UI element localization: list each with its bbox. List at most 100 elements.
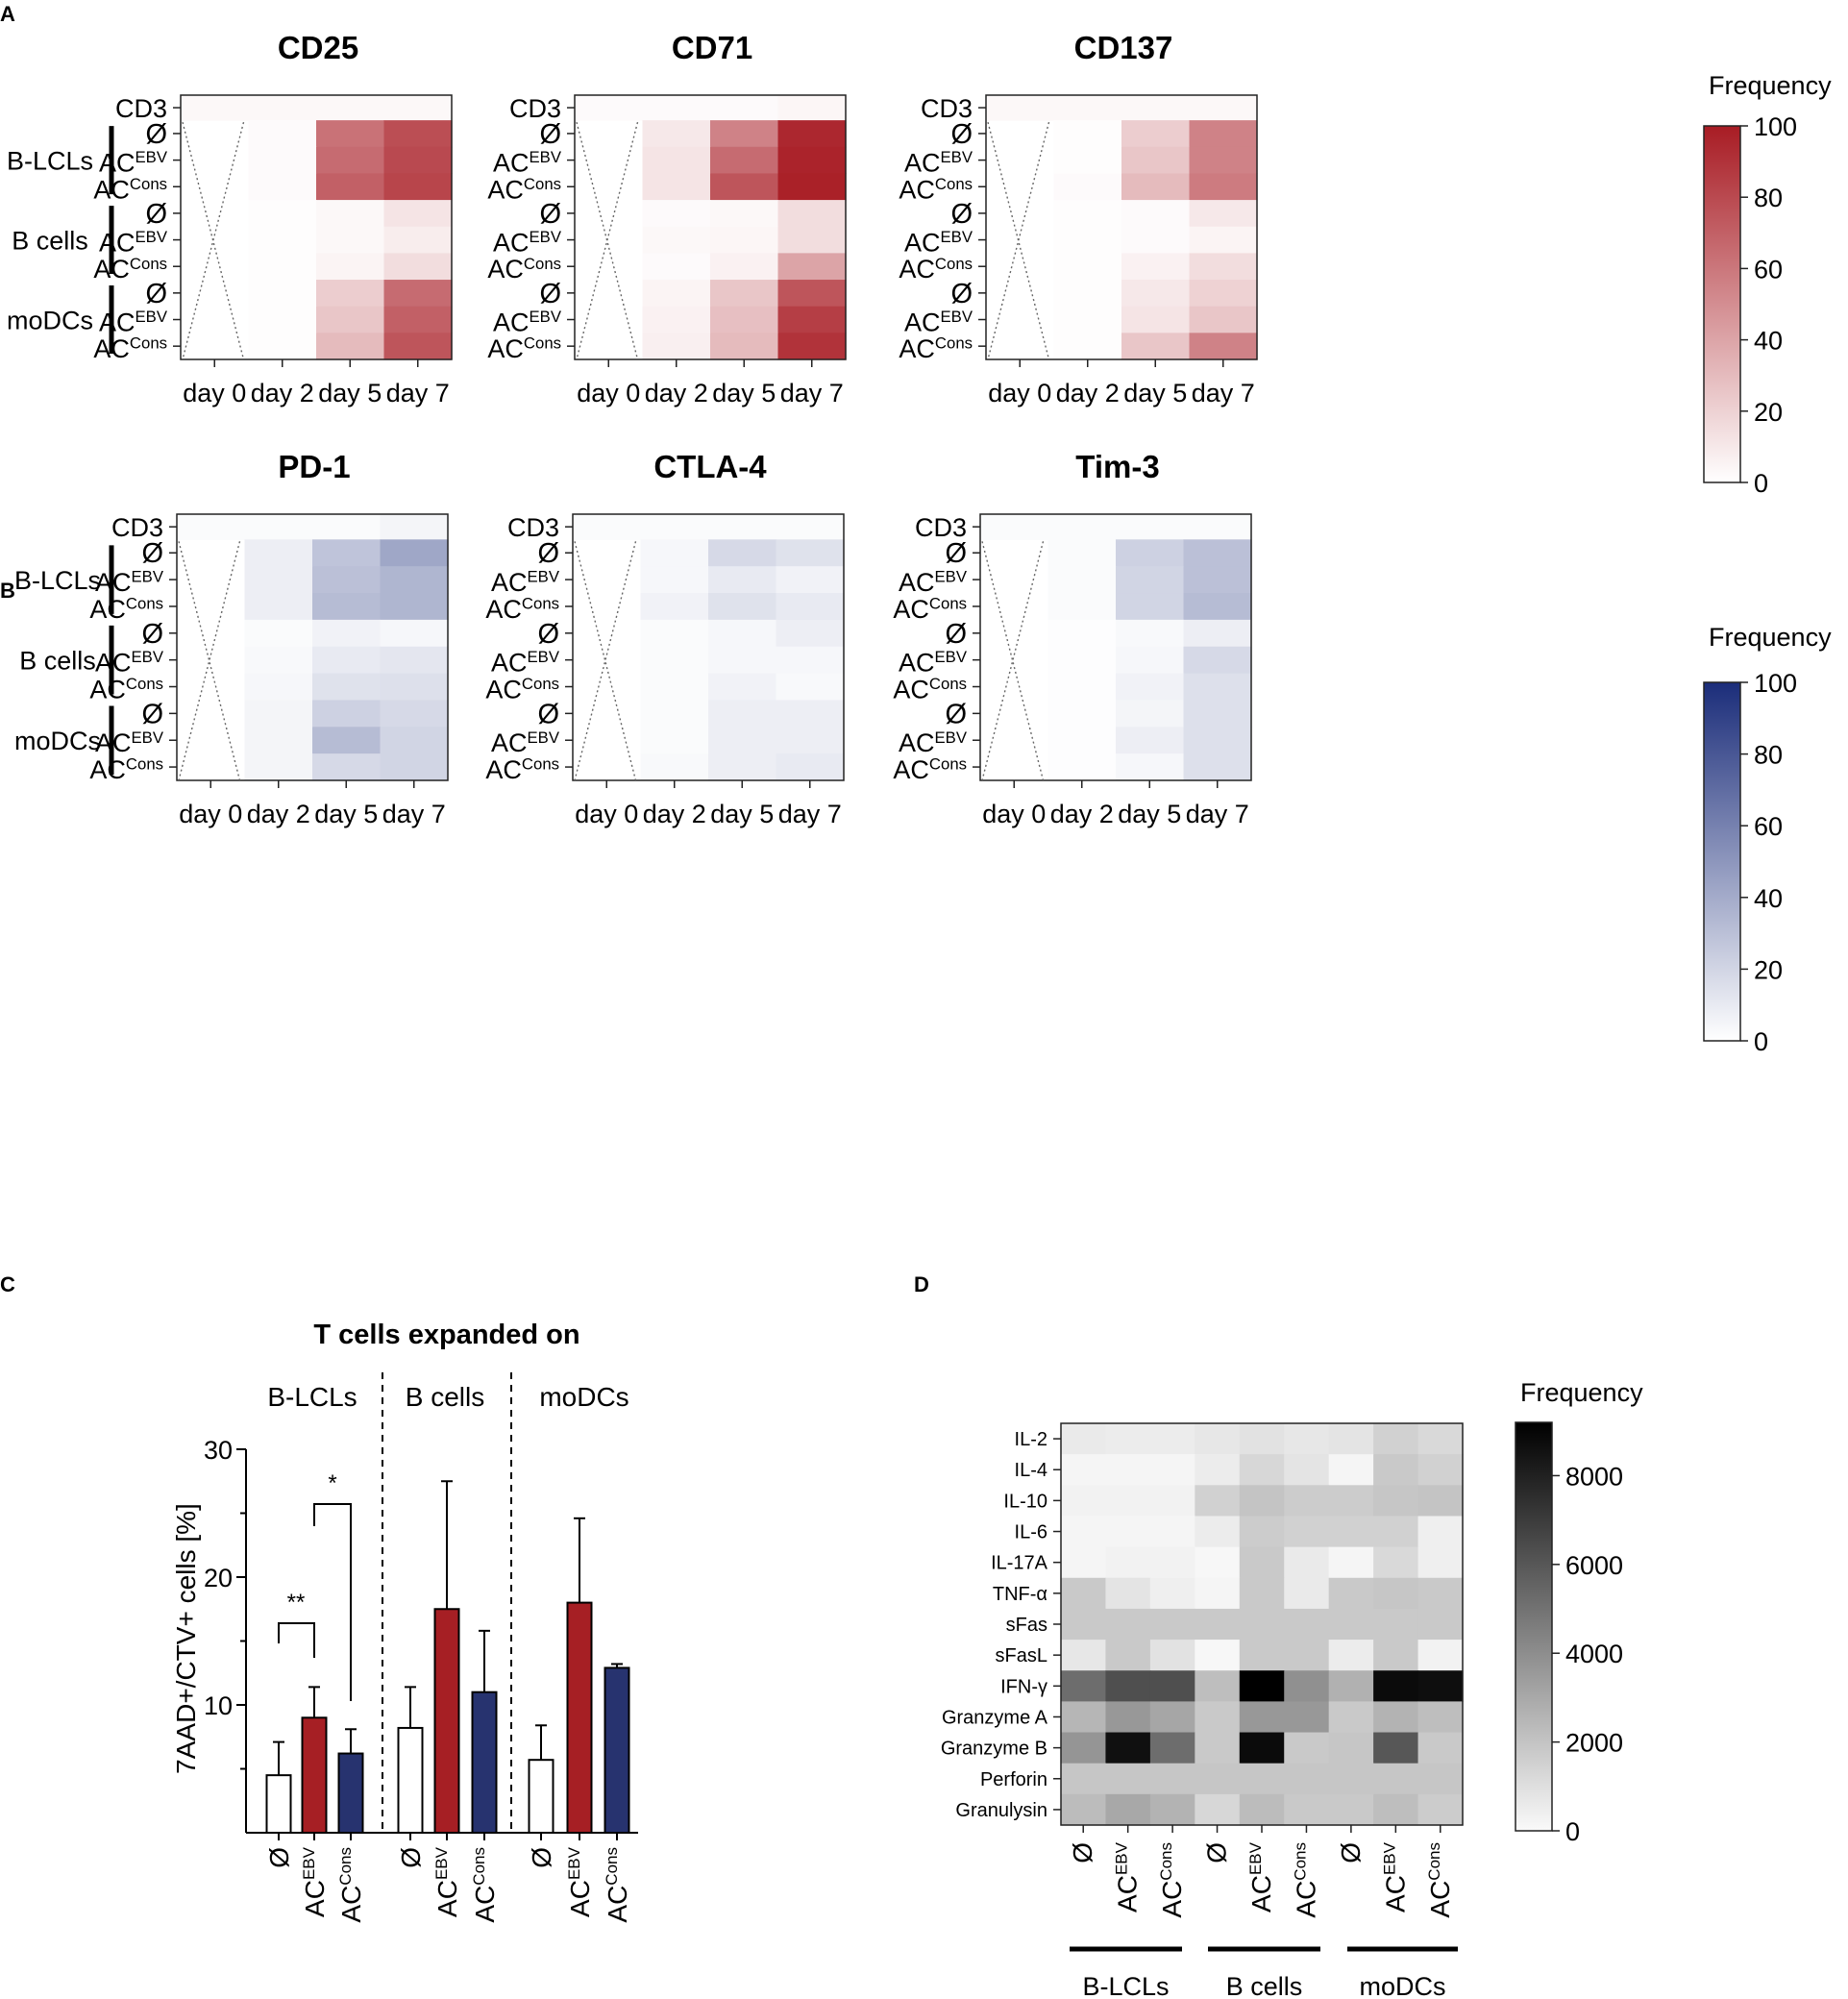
- heatmap-cell: [1417, 1423, 1464, 1455]
- heatmap-cell: [1053, 120, 1122, 148]
- heatmap-cell: [640, 753, 709, 781]
- heatmap-cell: [1183, 514, 1252, 540]
- heatmap-cell: [181, 95, 250, 121]
- heatmap-cell: [1284, 1454, 1330, 1486]
- heatmap-cell: [1047, 619, 1117, 648]
- heatmap-cell: [1053, 306, 1122, 333]
- row-label-empty: Ø: [945, 538, 967, 569]
- heatmap-cell: [777, 226, 847, 254]
- heatmap-cell: [1105, 1701, 1151, 1734]
- not-measured-line: [574, 541, 637, 781]
- heatmap-cell: [312, 646, 382, 675]
- col-label-ac: ACEBV: [1113, 1841, 1143, 1913]
- x-tick-label: day 2: [645, 379, 708, 407]
- row-label-empty: Ø: [945, 619, 967, 650]
- heatmap-cell: [642, 253, 711, 281]
- colorbar-tick-label: 8000: [1565, 1462, 1623, 1491]
- x-tick-label: day 2: [251, 379, 314, 407]
- heatmap-cell: [1417, 1608, 1464, 1641]
- heatmap-cell: [244, 753, 313, 781]
- heatmap-cell: [1149, 1701, 1195, 1734]
- heatmap-cell: [710, 306, 779, 333]
- heatmap-cell: [1328, 1732, 1374, 1765]
- heatmap-cell: [642, 95, 711, 121]
- row-label-empty: Ø: [145, 119, 167, 150]
- heatmap-title: CD137: [1074, 30, 1173, 65]
- heatmap-cell: [1239, 1485, 1285, 1518]
- panel-letter-b: B: [0, 579, 15, 603]
- heatmap-cell: [1047, 727, 1117, 754]
- row-label-ac: ACCons: [89, 594, 163, 623]
- row-label-d: IL-4: [1015, 1460, 1047, 1481]
- heatmap-cell: [312, 673, 382, 702]
- row-label-ac: ACEBV: [899, 728, 968, 757]
- row-label-d: sFasL: [996, 1645, 1047, 1666]
- heatmap-cell: [1105, 1454, 1151, 1486]
- heatmap-cell: [1328, 1516, 1374, 1548]
- heatmap-cell: [1105, 1608, 1151, 1641]
- heatmap-cell: [316, 333, 385, 360]
- heatmap-cell: [1417, 1577, 1464, 1610]
- row-label: CD3: [111, 513, 163, 542]
- heatmap-cell: [1105, 1485, 1151, 1518]
- heatmap-cell: [1121, 280, 1191, 308]
- heatmap-cell: [316, 226, 385, 254]
- heatmap-cell: [1328, 1701, 1374, 1734]
- heatmap-cell: [380, 753, 449, 781]
- row-label-ac: ACEBV: [95, 568, 164, 597]
- row-label-ac: ACCons: [899, 255, 973, 284]
- row-label-empty: Ø: [141, 699, 163, 729]
- colorbar-tick-label: 20: [1754, 398, 1783, 427]
- heatmap-cell: [312, 593, 382, 621]
- heatmap-cell: [642, 280, 711, 308]
- heatmap-cell: [1047, 753, 1117, 781]
- heatmap-cell: [1195, 1640, 1241, 1671]
- heatmap-cell: [980, 514, 1049, 540]
- heatmap-cell: [1053, 253, 1122, 281]
- heatmap-cell: [1189, 226, 1258, 254]
- significance-bracket: [278, 1622, 315, 1658]
- heatmap-cell: [248, 226, 317, 254]
- heatmap-cell: [1328, 1793, 1374, 1826]
- heatmap-cell: [1239, 1763, 1285, 1795]
- heatmap-cell: [1239, 1577, 1285, 1610]
- heatmap-cell: [777, 253, 847, 281]
- row-label-empty: Ø: [539, 199, 561, 230]
- group-label-c: moDCs: [539, 1382, 628, 1412]
- x-tick-label: day 2: [1056, 379, 1120, 407]
- group-label: B cells: [19, 647, 96, 676]
- heatmap-cell: [1373, 1608, 1419, 1641]
- heatmap-cell: [1047, 673, 1117, 702]
- heatmap-cell: [1061, 1423, 1107, 1455]
- x-tick-label: day 7: [778, 800, 842, 828]
- row-label-ac: ACEBV: [899, 648, 968, 677]
- heatmap-cell: [1328, 1608, 1374, 1641]
- heatmap-title: CD71: [672, 30, 752, 65]
- row-label-ac: ACEBV: [493, 148, 562, 177]
- colorbar-tick-label: 40: [1754, 327, 1783, 356]
- heatmap-cell: [1183, 539, 1252, 567]
- x-tick-label: day 5: [712, 379, 776, 407]
- row-label-d: IL-10: [1003, 1491, 1047, 1512]
- heatmap-cell: [1061, 1763, 1107, 1795]
- not-measured-line: [981, 541, 1045, 781]
- heatmap-cell: [708, 619, 777, 648]
- heatmap-cell: [1047, 593, 1117, 621]
- heatmap-cell: [248, 280, 317, 308]
- heatmap-cell: [1284, 1485, 1330, 1518]
- x-tick-label: day 2: [643, 800, 706, 828]
- row-label-d: IL-6: [1015, 1522, 1047, 1543]
- heatmap-cell: [312, 753, 382, 781]
- row-label-empty: Ø: [950, 279, 973, 309]
- heatmap-cell: [1189, 146, 1258, 175]
- heatmap-cell: [383, 95, 453, 121]
- row-label-ac: ACCons: [487, 175, 561, 204]
- row-label-d: IL-17A: [991, 1553, 1048, 1574]
- heatmap-cell: [1195, 1454, 1241, 1486]
- heatmap-cell: [640, 673, 709, 702]
- heatmap-cell: [383, 146, 453, 175]
- heatmap-cell: [1053, 200, 1122, 228]
- heatmap-cell: [1373, 1577, 1419, 1610]
- significance-label: *: [328, 1470, 336, 1496]
